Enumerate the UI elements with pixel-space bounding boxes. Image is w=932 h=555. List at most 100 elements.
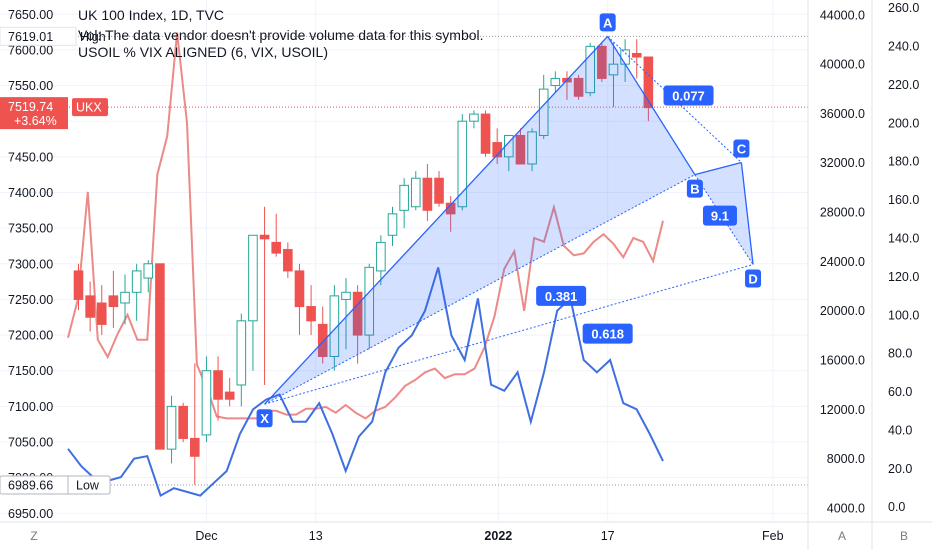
left-axis-tick: 7350.00 [8, 222, 53, 236]
right-axis-tick: 80.0 [888, 347, 912, 361]
indicator-title: USOIL % VIX ALIGNED (6, VIX, USOIL) [78, 44, 328, 60]
scale-button[interactable]: B [900, 529, 908, 543]
pattern-leg-ab [607, 36, 696, 176]
last-price-label: 7519.74+3.64% UKX [0, 97, 108, 130]
candle [329, 285, 340, 371]
svg-text:High: High [80, 30, 106, 44]
mid-axis-tick: 16000.0 [820, 354, 865, 368]
candle [387, 206, 398, 246]
candle [73, 263, 84, 311]
right-axis-tick: 160.0 [888, 193, 919, 207]
candle [283, 242, 293, 279]
candle [131, 263, 142, 321]
high-price-label: 7619.01 High [0, 26, 106, 46]
candle [259, 206, 270, 385]
mid-axis-tick: 20000.0 [820, 304, 865, 318]
candle [480, 110, 491, 157]
candle [120, 274, 130, 325]
candle [294, 263, 305, 336]
pattern-ratio-label: 0.618 [582, 323, 633, 344]
mid-axis-tick: 44000.0 [820, 8, 865, 22]
right-axis-tick: 20.0 [888, 462, 912, 476]
candle [585, 42, 596, 97]
svg-text:A: A [603, 15, 613, 30]
left-axis-tick: 6950.00 [8, 507, 53, 521]
pattern-diag-ac [607, 35, 742, 163]
mid-axis-tick: 40000.0 [820, 58, 865, 72]
pattern-point-a[interactable]: A [599, 13, 616, 32]
svg-text:0.381: 0.381 [545, 289, 578, 304]
candle [643, 56, 654, 122]
pattern-point-d[interactable]: D [745, 269, 762, 288]
candle [213, 356, 223, 421]
candle [608, 42, 619, 107]
left-axis-tick: 7100.00 [8, 400, 53, 414]
candle [410, 171, 421, 211]
svg-text:9.1: 9.1 [711, 209, 729, 224]
usoil-polyline [67, 32, 664, 420]
candlestick-series [73, 39, 654, 485]
candle [166, 395, 177, 464]
pattern-ratio-label: 9.1 [702, 205, 737, 226]
right-axis-tick: 60.0 [888, 385, 912, 399]
pattern-point-x[interactable]: X [256, 409, 273, 428]
pattern-leg-cd [740, 162, 754, 265]
x-axis-tick: 13 [309, 529, 323, 543]
candle [143, 260, 154, 293]
candle [631, 39, 642, 79]
right-axis-tick: 240.0 [888, 40, 919, 54]
svg-text:Low: Low [76, 479, 100, 493]
x-axis-tick: 17 [601, 529, 615, 543]
svg-text:+3.64%: +3.64% [14, 114, 57, 128]
mid-axis-tick: 28000.0 [820, 206, 865, 220]
right-axis-tick: 100.0 [888, 308, 919, 322]
mid-axis-tick: 24000.0 [820, 255, 865, 269]
pattern-leg-xa [264, 35, 609, 405]
left-axis-tick: 7200.00 [8, 329, 53, 343]
right-axis-tick: 0.0 [888, 500, 905, 514]
right-axis-tick: 40.0 [888, 423, 912, 437]
candle [364, 263, 375, 350]
pattern-diag-xb [264, 174, 696, 405]
right-axis-tick: 120.0 [888, 270, 919, 284]
mid-axis-tick: 8000.0 [827, 452, 865, 466]
svg-text:7519.74: 7519.74 [8, 100, 53, 114]
volume-note: Vol: The data vendor doesn't provide vol… [78, 27, 484, 43]
x-axis-tick: Feb [762, 529, 784, 543]
candle [352, 285, 363, 364]
candle [96, 285, 107, 336]
svg-text:UKX: UKX [76, 101, 102, 115]
candle [399, 178, 409, 229]
candle [85, 281, 95, 332]
left-axis-tick: 7150.00 [8, 364, 53, 378]
x-axis-tick: Dec [195, 529, 217, 543]
svg-text:C: C [737, 142, 747, 157]
right-axis-tick: 200.0 [888, 116, 919, 130]
candle [469, 110, 479, 129]
candle [457, 114, 468, 211]
pattern-point-c[interactable]: C [733, 139, 750, 158]
candle [341, 278, 351, 350]
svg-text:X: X [260, 411, 269, 426]
candle [515, 128, 526, 165]
mid-axis-tick: 4000.0 [827, 501, 865, 515]
scale-button[interactable]: Z [30, 529, 37, 543]
svg-text:7619.01: 7619.01 [8, 30, 53, 44]
svg-text:0.618: 0.618 [591, 327, 624, 342]
left-axis-tick: 7600.00 [8, 43, 53, 57]
pattern-point-b[interactable]: B [686, 179, 703, 198]
candle [190, 363, 200, 485]
pattern-leg-bc [694, 161, 742, 176]
mid-axis-tick: 32000.0 [820, 156, 865, 170]
right-axis-tick: 140.0 [888, 232, 919, 246]
left-axis-tick: 7300.00 [8, 257, 53, 271]
scale-button[interactable]: A [838, 529, 846, 543]
candle [376, 235, 386, 286]
svg-text:B: B [690, 182, 699, 197]
candle [434, 171, 444, 207]
xabcd-pattern[interactable]: X A B C D 0.077 0.381 0.618 9.1 [256, 13, 762, 428]
candle [306, 285, 316, 336]
candle [527, 128, 537, 172]
